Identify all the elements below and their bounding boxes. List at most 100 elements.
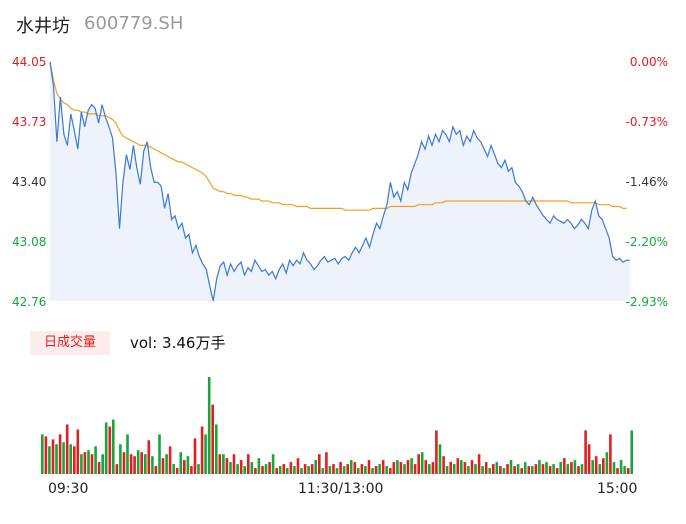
volume-bar (87, 450, 90, 474)
volume-bar (509, 460, 513, 474)
volume-bar (172, 464, 175, 474)
volume-bar (460, 460, 463, 474)
volume-bar (303, 464, 307, 474)
volume-bar (122, 452, 126, 474)
pct-tick-3: -2.20% (625, 235, 668, 249)
volume-bar (271, 454, 275, 474)
volume-bar (339, 462, 342, 474)
volume-bar (133, 456, 136, 474)
volume-bar (243, 466, 246, 474)
pct-tick-2: -1.46% (625, 175, 668, 189)
price-line (49, 61, 630, 302)
volume-bar (293, 466, 296, 474)
volume-bar (534, 464, 538, 474)
stock-code: 600779.SH (84, 13, 184, 34)
volume-bar (129, 454, 133, 474)
volume-bar (609, 434, 612, 474)
volume-bar (353, 462, 357, 474)
volume-bar (438, 444, 442, 474)
volume-bar (204, 434, 207, 474)
volume-bar (307, 466, 310, 474)
volume-bar (200, 426, 204, 474)
volume-bar (254, 468, 257, 474)
volume-bar (531, 466, 534, 474)
volume-bar (523, 462, 527, 474)
volume-bar (360, 464, 364, 474)
volume-bar (470, 460, 474, 474)
volume-bar (94, 446, 97, 474)
time-open: 09:30 (48, 481, 89, 497)
volume-bar (371, 468, 374, 474)
volume-bar (147, 440, 151, 474)
volume-bar (623, 466, 626, 474)
volume-bar (310, 464, 314, 474)
volume-bar (413, 464, 417, 474)
price-tick-2: 43.40 (12, 175, 47, 189)
volume-bar (232, 454, 236, 474)
volume-bar (215, 424, 218, 474)
volume-bar (428, 464, 431, 474)
volume-bar (115, 464, 119, 474)
volume-bar (392, 462, 396, 474)
volume-bar (239, 460, 243, 474)
volume-bar (225, 458, 229, 474)
volume-bar (168, 446, 172, 474)
volume-bar (289, 462, 293, 474)
volume-bar (97, 462, 101, 474)
price-tick-3: 43.08 (12, 235, 47, 249)
volume-bar (396, 460, 399, 474)
volume-bar (513, 466, 516, 474)
volume-bar (58, 434, 62, 474)
volume-bar (580, 464, 584, 474)
volume-bar (140, 452, 143, 474)
volume-bar (325, 452, 328, 474)
volume-bar (108, 426, 112, 474)
volume-bar (282, 464, 286, 474)
volume-bar (619, 460, 623, 474)
volume-bar (602, 458, 605, 474)
volume-bar (175, 468, 179, 474)
volume-bar (151, 456, 154, 474)
volume-bar (612, 462, 616, 474)
volume-bar (275, 468, 278, 474)
volume-bar (516, 464, 520, 474)
volume-bar (144, 454, 147, 474)
volume-bar (321, 468, 325, 474)
volume-bar (449, 462, 452, 474)
volume-badge[interactable]: 日成交量 (30, 331, 110, 355)
volume-bar (197, 464, 200, 474)
volume-bar (250, 462, 254, 474)
volume-bar (264, 464, 268, 474)
volume-bar (474, 464, 477, 474)
volume-bar (65, 424, 69, 474)
volume-bar (431, 462, 435, 474)
volume-bar (161, 458, 165, 474)
volume-bar (83, 452, 87, 474)
pct-tick-1: -0.73% (625, 115, 668, 129)
time-close: 15:00 (597, 481, 638, 497)
volume-bar (406, 460, 410, 474)
volume-bar (378, 464, 381, 474)
volume-bar (179, 452, 183, 474)
volume-bar (247, 454, 250, 474)
volume-bar (268, 462, 271, 474)
volume-bar (445, 466, 449, 474)
price-tick-1: 43.73 (12, 115, 47, 129)
volume-bar (495, 462, 499, 474)
volume-bar (126, 434, 129, 474)
volume-bar (374, 466, 378, 474)
volume-bar (488, 468, 491, 474)
volume-bar (452, 464, 456, 474)
volume-bar (364, 466, 367, 474)
volume-bar (90, 454, 94, 474)
volume-bar (346, 464, 349, 474)
volume-bar (76, 429, 80, 474)
volume-bar (527, 466, 531, 474)
volume-bar (80, 454, 83, 474)
volume-bar (349, 460, 353, 474)
volume-bar (367, 460, 371, 474)
volume-bar (136, 450, 140, 474)
pct-tick-0: 0.00% (629, 55, 668, 69)
volume-bar (236, 464, 239, 474)
